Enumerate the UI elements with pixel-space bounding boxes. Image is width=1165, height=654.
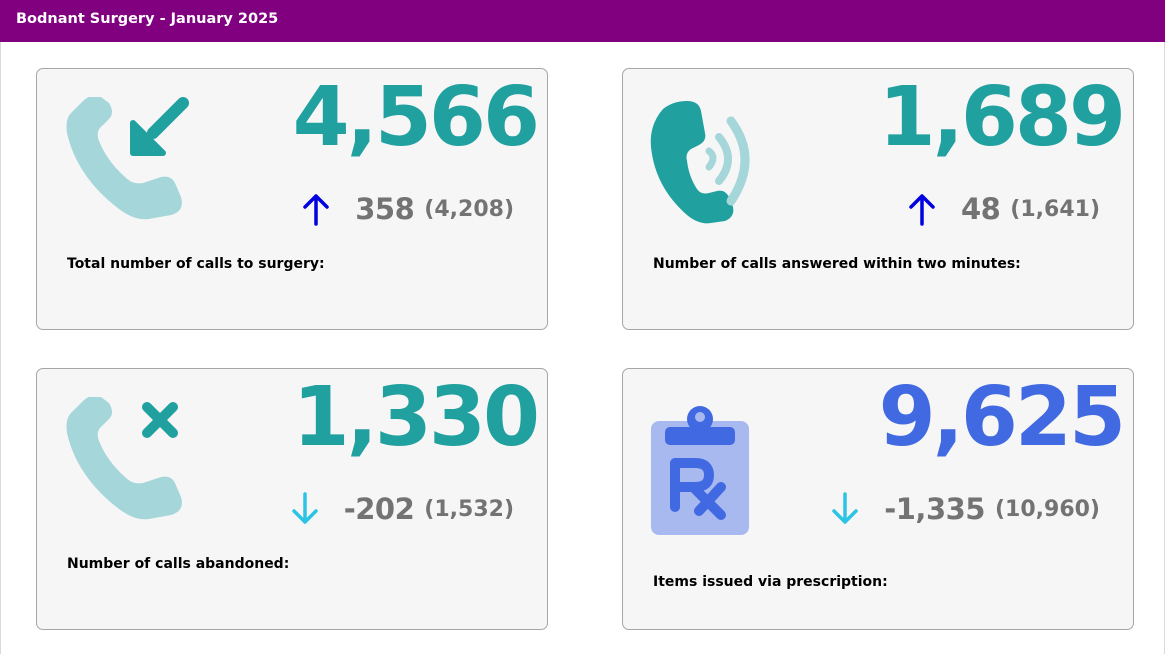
prescriptions-previous: (10,960) [994, 496, 1100, 522]
answered-calls-previous: (1,641) [1010, 196, 1100, 222]
total-calls-previous: (4,208) [424, 196, 514, 222]
abandoned-calls-previous: (1,532) [424, 496, 514, 522]
phone-ringing-icon [650, 101, 750, 224]
arrow-down-icon [832, 492, 858, 524]
total-calls-change: 358 [355, 192, 415, 226]
total-calls-value: 4,566 [292, 70, 540, 165]
answered-calls-label: Number of calls answered within two minu… [653, 256, 1021, 272]
prescriptions-change: -1,335 [884, 492, 985, 526]
answered-calls-change: 48 [960, 192, 1001, 226]
abandoned-calls-value: 1,330 [292, 370, 540, 465]
total-calls-change-row: 358 (4,208) [301, 189, 514, 229]
prescription-clipboard-icon [651, 406, 749, 535]
prescriptions-change-row: -1,335 (10,960) [830, 489, 1100, 529]
incoming-call-icon [66, 97, 189, 220]
abandoned-calls-label: Number of calls abandoned: [67, 556, 290, 572]
card-abandoned-calls: 1,330 -202 (1,532) Number of calls aband… [36, 368, 548, 630]
card-answered-calls: 1,689 48 (1,641) Number of calls answere… [622, 68, 1134, 330]
missed-call-icon [66, 397, 182, 520]
page-title: Bodnant Surgery - January 2025 [16, 11, 279, 27]
arrow-up-icon [303, 194, 329, 226]
card-total-calls: 4,566 358 (4,208) Total number of calls … [36, 68, 548, 330]
card-prescriptions: 9,625 -1,335 (10,960) Items issued via p… [622, 368, 1134, 630]
prescriptions-value: 9,625 [878, 370, 1126, 465]
arrow-down-icon [291, 492, 318, 524]
answered-calls-change-row: 48 (1,641) [907, 189, 1100, 229]
abandoned-calls-change: -202 [343, 492, 415, 526]
total-calls-label: Total number of calls to surgery: [67, 256, 325, 272]
answered-calls-value: 1,689 [878, 70, 1126, 165]
arrow-up-icon [909, 194, 935, 226]
abandoned-calls-change-row: -202 (1,532) [290, 489, 514, 529]
prescriptions-label: Items issued via prescription: [653, 574, 888, 590]
header-bar: Bodnant Surgery - January 2025 [0, 0, 1165, 42]
